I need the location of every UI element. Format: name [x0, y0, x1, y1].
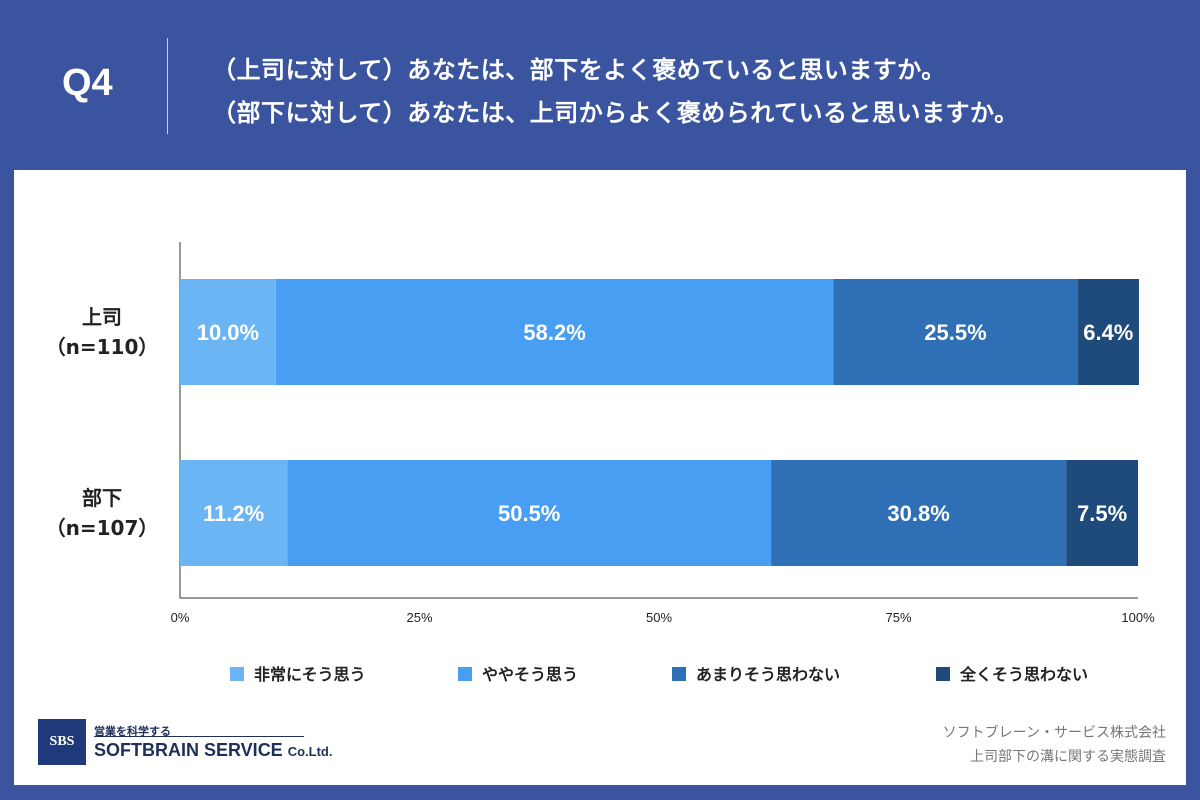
- bar-segment: [1066, 460, 1138, 566]
- logo-name-text: SOFTBRAIN SERVICE: [94, 740, 283, 760]
- bar-segment: [275, 279, 834, 385]
- category-label: 部下: [82, 486, 122, 510]
- company-logo-badge: SBS: [38, 719, 86, 765]
- source-survey: 上司部下の溝に関する実態調査: [970, 749, 1166, 765]
- logo-suffix: Co.Ltd.: [287, 744, 333, 759]
- legend-label: 全くそう思わない: [959, 665, 1088, 684]
- bar-segment: [1077, 279, 1139, 385]
- data-label: 58.2%: [523, 320, 585, 345]
- bar-segment: [180, 460, 288, 566]
- x-tick-label: 75%: [885, 610, 911, 625]
- company-logo-name: SOFTBRAIN SERVICE Co.Ltd.: [94, 740, 332, 761]
- question-number: Q4: [62, 62, 113, 104]
- legend-label: ややそう思う: [482, 665, 578, 684]
- bar-segment: [287, 460, 772, 566]
- legend-swatch: [230, 667, 244, 681]
- category-label: （n=107）: [46, 516, 159, 540]
- legend-swatch: [458, 667, 472, 681]
- data-label: 50.5%: [498, 501, 560, 526]
- category-label: 上司: [82, 305, 122, 329]
- data-label: 30.8%: [887, 501, 949, 526]
- logo-tagline: 営業を科学する: [94, 725, 171, 738]
- category-label: （n=110）: [46, 335, 159, 359]
- question-header: Q4 （上司に対して）あなたは、部下をよく褒めていると思いますか。 （部下に対し…: [0, 0, 1200, 170]
- question-text-1: （上司に対して）あなたは、部下をよく褒めていると思いますか。: [212, 56, 946, 84]
- logo-divider: [94, 736, 304, 737]
- data-label: 25.5%: [924, 320, 986, 345]
- data-label: 11.2%: [203, 501, 264, 526]
- x-tick-label: 0%: [171, 610, 190, 625]
- bar-segment: [771, 460, 1067, 566]
- source-company: ソフトブレーン・サービス株式会社: [942, 725, 1166, 741]
- stacked-bar-chart: 10.0% 58.2% 25.5% 6.4% 上司 （n=110） 11.2% 50.5% 30…: [46, 242, 1155, 684]
- data-label: 7.5%: [1077, 501, 1127, 526]
- chart-panel: 10.0% 58.2% 25.5% 6.4% 上司 （n=110） 11.2% 50.5% 30…: [14, 170, 1186, 785]
- legend-swatch: [672, 667, 686, 681]
- legend-swatch: [936, 667, 950, 681]
- header-divider: [167, 38, 168, 134]
- x-tick-label: 100%: [1121, 610, 1155, 625]
- bar-segment: [180, 279, 276, 385]
- data-label: 10.0%: [197, 320, 259, 345]
- x-tick-label: 25%: [406, 610, 432, 625]
- question-text-2: （部下に対して）あなたは、上司からよく褒められていると思いますか。: [212, 99, 1019, 127]
- data-label: 6.4%: [1083, 320, 1133, 345]
- legend-label: 非常にそう思う: [254, 665, 366, 684]
- legend-label: あまりそう思わない: [696, 665, 840, 684]
- bar-segment: [833, 279, 1078, 385]
- x-tick-label: 50%: [646, 610, 672, 625]
